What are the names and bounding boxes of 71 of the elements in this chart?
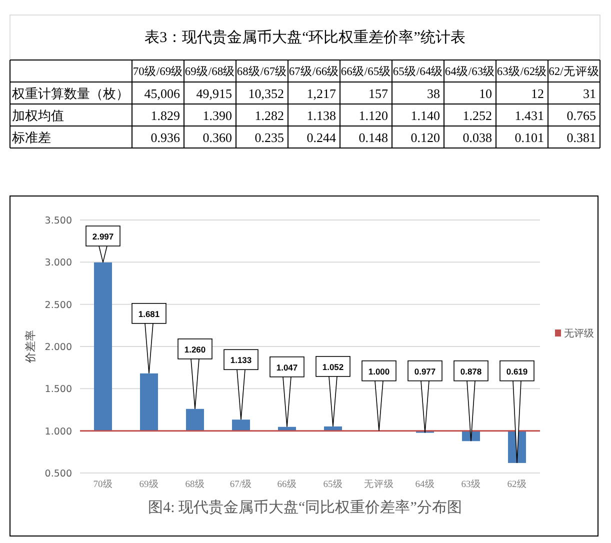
text: 0.120 bbox=[410, 130, 440, 145]
text: 表3：现代贵金属币大盘“环比权重差价率”统计表 bbox=[144, 29, 466, 46]
text: 1.829 bbox=[150, 108, 180, 123]
y-tick-label: 3.500 bbox=[44, 216, 72, 226]
category-label: 62/无评级 bbox=[548, 65, 600, 78]
text: 1,217 bbox=[306, 86, 336, 101]
data-label: 0.878 bbox=[460, 366, 482, 376]
text: 0.244 bbox=[306, 130, 336, 145]
x-tick-label: 无评级 bbox=[364, 478, 394, 490]
data-label: 1.133 bbox=[230, 355, 252, 366]
text: 图4: 现代贵金属币大盘“同比权重价差率”分布图 bbox=[148, 499, 462, 516]
data-label: 1.052 bbox=[322, 362, 344, 372]
text: 157 bbox=[368, 86, 388, 101]
category-label: 69级/68级 bbox=[184, 65, 236, 78]
x-tick-label: 68级 bbox=[185, 478, 205, 490]
data-label: 0.977 bbox=[414, 366, 436, 376]
text: 0.360 bbox=[202, 130, 232, 145]
category-label: 加权均值 bbox=[12, 108, 64, 123]
text: 38 bbox=[427, 86, 440, 101]
text: 0.765 bbox=[566, 108, 596, 123]
y-tick-label: 2.000 bbox=[44, 342, 72, 353]
text: 1.431 bbox=[514, 108, 544, 123]
category-label: 65级/64级 bbox=[392, 65, 444, 78]
category-label: 标准差 bbox=[12, 130, 51, 145]
text: 12 bbox=[531, 86, 544, 101]
x-tick-label: 66级 bbox=[277, 478, 297, 490]
x-tick-label: 64级 bbox=[415, 478, 435, 490]
x-tick-label: 70级 bbox=[93, 478, 113, 490]
y-tick-label: 2.500 bbox=[44, 300, 72, 311]
legend-label: 无评级 bbox=[564, 328, 594, 340]
x-tick-label: 63级 bbox=[461, 478, 481, 490]
text: 49,915 bbox=[196, 86, 232, 101]
text: 0.101 bbox=[514, 130, 544, 145]
category-label: 70级/69级 bbox=[132, 65, 184, 78]
data-label: 1.681 bbox=[138, 308, 160, 319]
bar bbox=[232, 420, 250, 431]
text: 0.038 bbox=[462, 130, 492, 145]
text: 31 bbox=[583, 86, 596, 101]
text: 0.235 bbox=[254, 130, 284, 145]
y-axis-title: 价差率 bbox=[24, 330, 37, 364]
data-label: 0.619 bbox=[506, 366, 528, 376]
text: 1.140 bbox=[410, 108, 440, 123]
text: 0.148 bbox=[358, 130, 388, 145]
text: 1.252 bbox=[462, 108, 492, 123]
text: 10,352 bbox=[248, 86, 284, 101]
text: 10 bbox=[479, 86, 492, 101]
x-tick-label: 67/级 bbox=[230, 478, 252, 490]
y-tick-label: 1.000 bbox=[44, 426, 72, 438]
y-tick-label: 0.500 bbox=[44, 468, 72, 480]
data-label: 1.000 bbox=[368, 366, 390, 376]
text: 0.381 bbox=[566, 130, 596, 145]
category-label: 66级/65级 bbox=[340, 65, 392, 78]
text: 1.138 bbox=[306, 108, 336, 123]
y-tick-label: 1.500 bbox=[44, 384, 72, 396]
category-label: 权重计算数量（枚） bbox=[12, 86, 129, 101]
category-label: 63级/62级 bbox=[496, 65, 548, 78]
data-label: 1.047 bbox=[276, 362, 298, 372]
text: 45,006 bbox=[144, 86, 180, 101]
text: 1.390 bbox=[202, 108, 232, 123]
category-label: 67级/66级 bbox=[288, 65, 340, 78]
data-label: 2.997 bbox=[92, 232, 114, 242]
text: 1.120 bbox=[358, 108, 388, 123]
x-tick-label: 65级 bbox=[323, 478, 343, 490]
x-tick-label: 69级 bbox=[139, 478, 159, 490]
y-tick-label: 3.000 bbox=[44, 258, 72, 269]
category-label: 64级/63级 bbox=[444, 65, 496, 78]
text: 1.282 bbox=[254, 108, 284, 123]
x-tick-label: 62级 bbox=[507, 478, 527, 490]
text: 0.936 bbox=[150, 130, 180, 145]
data-label: 1.260 bbox=[184, 344, 206, 354]
category-label: 68级/67级 bbox=[236, 65, 288, 78]
